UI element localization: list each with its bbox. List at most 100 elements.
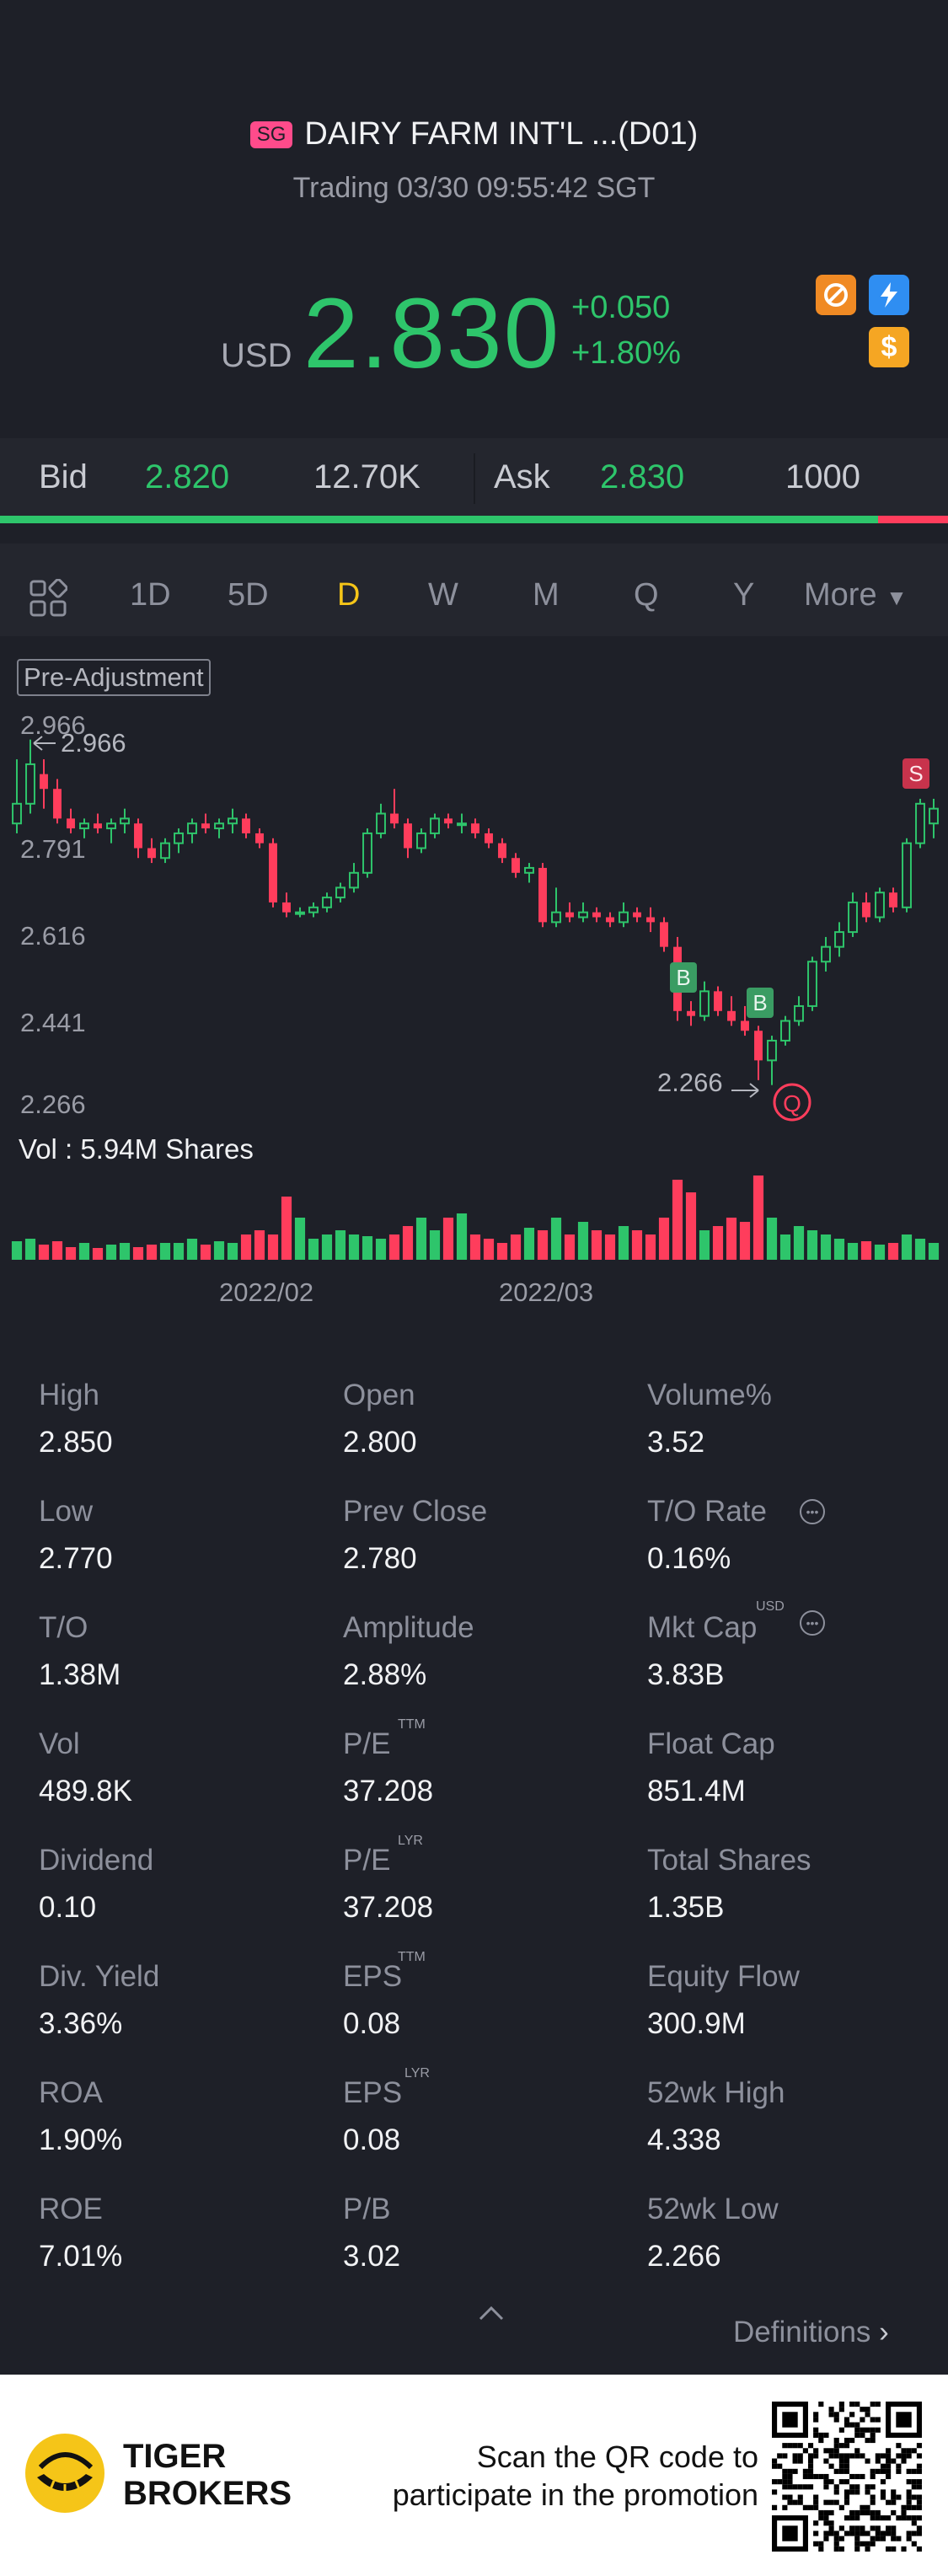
qr-module	[849, 2525, 855, 2531]
stat-label: P/E	[343, 1844, 391, 1877]
qr-module	[792, 2458, 798, 2464]
qr-module	[849, 2422, 855, 2428]
tab-d[interactable]: D	[337, 577, 361, 613]
y-tick-label: 2.966	[20, 710, 86, 740]
qr-module	[865, 2407, 870, 2413]
volume-bar	[928, 1243, 940, 1260]
candle-body	[120, 817, 130, 825]
tab-m[interactable]: M	[533, 577, 560, 613]
qr-module	[906, 2499, 912, 2505]
qr-module	[823, 2509, 829, 2516]
qr-module	[911, 2479, 917, 2485]
qr-module	[854, 2525, 860, 2531]
qr-module	[823, 2458, 829, 2464]
stat-label: Dividend	[39, 1844, 154, 1877]
qr-module	[916, 2453, 922, 2459]
volume-bar	[308, 1239, 319, 1260]
candle-body	[106, 822, 116, 830]
qr-module	[911, 2468, 917, 2474]
volume-bar	[820, 1234, 832, 1260]
definitions-link[interactable]: Definitions ›	[733, 2316, 889, 2349]
tab-w[interactable]: W	[428, 577, 458, 613]
volume-bar	[51, 1241, 63, 1260]
tab-more[interactable]: More ▼	[804, 577, 908, 613]
stat-value: 2.780	[343, 1542, 417, 1575]
chart-layout-icon[interactable]	[29, 578, 68, 622]
qr-module	[880, 2463, 886, 2469]
qr-module	[865, 2504, 870, 2510]
candle-body	[390, 813, 399, 824]
candle-body	[551, 911, 561, 924]
stat-label: Total Shares	[647, 1844, 811, 1877]
qr-module	[854, 2515, 860, 2521]
qr-module	[782, 2443, 788, 2449]
stat-label: EPS	[343, 2076, 403, 2109]
promo-text-line1: Scan the QR code to	[476, 2439, 758, 2474]
stat-label: T/O Rate	[647, 1495, 767, 1528]
qr-module	[823, 2448, 829, 2454]
high-marker-label: 2.966	[61, 728, 126, 758]
candle-body	[228, 817, 238, 825]
price-change-percent: +1.80%	[571, 335, 681, 371]
qr-module	[875, 2515, 881, 2521]
volume-bar	[510, 1234, 522, 1260]
candle-body	[187, 822, 197, 834]
volume-bar	[645, 1234, 656, 1260]
qr-module	[813, 2412, 819, 2418]
volume-bar	[699, 1230, 710, 1260]
buy-marker[interactable]: B	[747, 988, 774, 1018]
qr-module	[916, 2525, 922, 2531]
stat-label: Div. Yield	[39, 1960, 160, 1993]
q-marker[interactable]: Q	[773, 1083, 811, 1122]
mkt-cap-info-icon[interactable]: •••	[800, 1610, 825, 1636]
volume-bar	[362, 1236, 373, 1260]
tab-5d[interactable]: 5D	[228, 577, 269, 613]
qr-module	[911, 2494, 917, 2500]
volume-bar	[281, 1197, 292, 1260]
price-change: +0.050	[571, 290, 671, 325]
volume-bar	[496, 1243, 508, 1260]
qr-module	[787, 2473, 793, 2480]
candle-body	[335, 886, 345, 899]
qr-module	[849, 2530, 855, 2536]
qr-module	[782, 2479, 788, 2485]
dollar-icon[interactable]: $	[869, 327, 909, 367]
qr-module	[813, 2448, 819, 2454]
qr-module	[833, 2541, 839, 2547]
volume-bar	[38, 1245, 50, 1260]
sell-marker[interactable]: S	[902, 758, 929, 789]
volume-bar	[631, 1230, 643, 1260]
candlestick-chart[interactable]: 2.966 2.266 Q B B S	[0, 657, 948, 1264]
no-short-icon[interactable]	[816, 275, 856, 315]
stat-value: 0.16%	[647, 1542, 731, 1575]
qr-module	[860, 2407, 865, 2413]
qr-module	[828, 2509, 834, 2516]
qr-module	[896, 2443, 902, 2449]
chevron-up-icon[interactable]	[477, 2304, 506, 2327]
to-rate-info-icon[interactable]: •••	[800, 1499, 825, 1524]
qr-module	[823, 2479, 829, 2485]
volume-bar	[132, 1247, 144, 1260]
candle-body	[457, 822, 467, 827]
buy-marker[interactable]: B	[670, 962, 697, 993]
level-one-icon[interactable]	[869, 275, 909, 315]
qr-module	[865, 2489, 870, 2495]
adjustment-toggle[interactable]: Pre-Adjustment	[17, 659, 211, 696]
qr-module	[860, 2453, 865, 2459]
candle-body	[875, 892, 885, 918]
qr-code-icon[interactable]	[772, 2402, 922, 2552]
qr-module	[813, 2541, 819, 2547]
volume-bar	[914, 1239, 926, 1260]
qr-module	[886, 2453, 892, 2459]
tab-y[interactable]: Y	[733, 577, 755, 613]
tab-1d[interactable]: 1D	[130, 577, 171, 613]
tab-q[interactable]: Q	[634, 577, 659, 613]
qr-module	[854, 2509, 860, 2516]
qr-module	[880, 2530, 886, 2536]
chevron-right-icon: ›	[879, 2316, 889, 2348]
qr-module	[813, 2473, 819, 2480]
qr-module	[833, 2489, 839, 2495]
volume-bar	[887, 1243, 899, 1260]
volume-bar	[672, 1180, 683, 1260]
qr-module	[844, 2453, 850, 2459]
